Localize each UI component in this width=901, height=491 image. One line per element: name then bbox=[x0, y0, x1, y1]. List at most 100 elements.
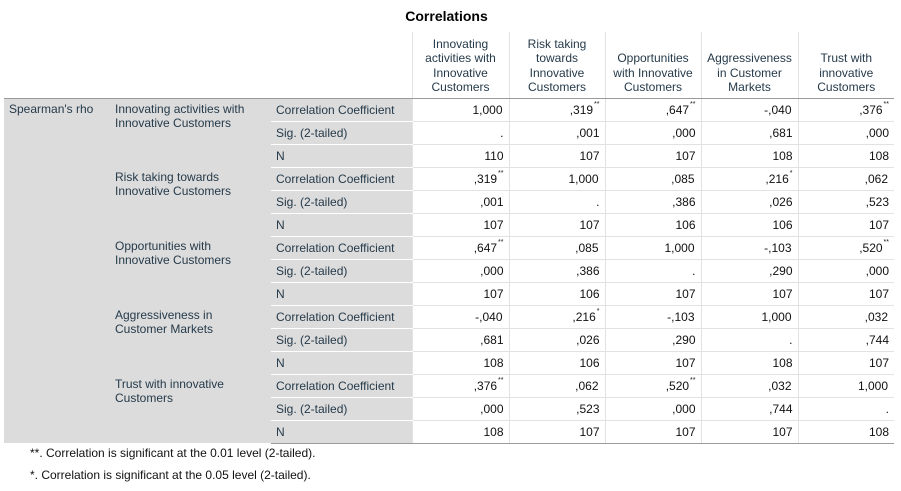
significance-cell: . bbox=[797, 397, 894, 421]
significance-marker: ** bbox=[883, 100, 889, 108]
n-cell: 107 bbox=[604, 420, 701, 444]
column-header: Trust with innovative Customers bbox=[797, 32, 894, 99]
stat-label: Correlation Coefficient bbox=[271, 167, 412, 191]
cell-value: ,085 bbox=[671, 171, 695, 186]
correlation-cell: ,319** bbox=[411, 167, 509, 191]
correlation-cell: 1,000 bbox=[411, 98, 509, 122]
table-row: Sig. (2-tailed) ,001. ,386,026,523 bbox=[4, 190, 894, 214]
column-header: Risk taking towards Innovative Customers bbox=[508, 32, 605, 99]
stat-label: N bbox=[271, 351, 412, 375]
stat-label: N bbox=[271, 144, 412, 168]
correlation-cell: -,040 bbox=[700, 98, 798, 122]
column-header: Aggressiveness in Customer Markets bbox=[700, 32, 798, 99]
stat-label: N bbox=[271, 420, 412, 444]
n-cell: 106 bbox=[508, 351, 605, 375]
significance-cell: ,523 bbox=[508, 397, 605, 421]
cell-value: -,040 bbox=[764, 102, 792, 117]
cell-value: ,062 bbox=[864, 171, 888, 186]
correlation-cell: ,216* bbox=[508, 305, 605, 329]
footnote-001: **. Correlation is significant at the 0.… bbox=[30, 446, 316, 460]
cell-value: ,319 bbox=[569, 102, 594, 117]
n-cell: 107 bbox=[604, 351, 701, 375]
cell-value: ,647 bbox=[665, 102, 690, 117]
significance-cell: ,290 bbox=[604, 328, 701, 352]
column-header: Innovating activities with Innovative Cu… bbox=[411, 32, 509, 99]
significance-cell: ,026 bbox=[508, 328, 605, 352]
correlation-cell: ,376** bbox=[797, 98, 894, 122]
stat-label: Sig. (2-tailed) bbox=[271, 328, 412, 352]
cell-value: ,319 bbox=[473, 171, 498, 186]
table-row: Sig. (2-tailed). ,001,000,681,000 bbox=[4, 121, 894, 145]
significance-cell: . bbox=[700, 328, 798, 352]
correlation-cell: 1,000 bbox=[604, 236, 701, 260]
significance-cell: ,290 bbox=[700, 259, 798, 283]
cell-value: -,103 bbox=[764, 240, 792, 255]
n-cell: 107 bbox=[508, 144, 605, 168]
table-row: Trust with innovative Customers Correlati… bbox=[4, 374, 894, 443]
significance-cell: ,744 bbox=[797, 328, 894, 352]
n-cell: 106 bbox=[508, 282, 605, 306]
correlation-cell: ,032 bbox=[700, 374, 798, 398]
significance-cell: ,000 bbox=[604, 397, 701, 421]
n-cell: 106 bbox=[700, 213, 798, 237]
cell-value: 1,000 bbox=[472, 102, 503, 117]
correlations-table: Innovating activities with Innovative Cu… bbox=[4, 32, 894, 444]
header-row: Innovating activities with Innovative Cu… bbox=[4, 32, 894, 99]
correlation-cell: -,103 bbox=[604, 305, 701, 329]
table-row: Sig. (2-tailed) ,000,386. ,290,000 bbox=[4, 259, 894, 283]
significance-cell: ,000 bbox=[797, 259, 894, 283]
correlation-cell: ,062 bbox=[797, 167, 894, 191]
column-header: Opportunities with Innovative Customers bbox=[604, 32, 701, 99]
cell-value: ,085 bbox=[575, 240, 599, 255]
row-variable-label: Risk taking towards Innovative Customers bbox=[110, 167, 271, 236]
cell-value: -,040 bbox=[475, 309, 503, 324]
row-variable-label: Opportunities with Innovative Customers bbox=[110, 236, 271, 305]
cell-value: ,520 bbox=[859, 240, 883, 255]
row-variable-label: Trust with innovative Customers bbox=[110, 374, 271, 443]
correlation-cell: ,062 bbox=[508, 374, 605, 398]
correlation-cell: ,319** bbox=[508, 98, 605, 122]
correlation-cell: ,376** bbox=[411, 374, 509, 398]
cell-value: 1,000 bbox=[568, 171, 599, 186]
table-row: Opportunities with Innovative Customers C… bbox=[4, 236, 894, 305]
significance-cell: ,744 bbox=[700, 397, 798, 421]
table-row: Spearman's rho Innovating activities with… bbox=[4, 98, 894, 443]
significance-cell: ,681 bbox=[700, 121, 798, 145]
significance-cell: ,000 bbox=[411, 397, 509, 421]
significance-marker: ** bbox=[498, 238, 504, 246]
method-label: Spearman's rho bbox=[4, 98, 110, 443]
n-cell: 107 bbox=[797, 213, 894, 237]
n-cell: 108 bbox=[797, 144, 894, 168]
stat-label: Sig. (2-tailed) bbox=[271, 121, 412, 145]
cell-value: ,032 bbox=[864, 309, 888, 324]
n-cell: 107 bbox=[411, 282, 509, 306]
n-cell: 107 bbox=[508, 420, 605, 444]
stat-label: Correlation Coefficient bbox=[271, 236, 412, 260]
significance-cell: ,001 bbox=[508, 121, 605, 145]
correlation-cell: ,647** bbox=[604, 98, 701, 122]
table-title: Correlations bbox=[405, 8, 488, 24]
n-cell: 108 bbox=[700, 351, 798, 375]
significance-cell: ,681 bbox=[411, 328, 509, 352]
significance-marker: ** bbox=[498, 169, 504, 177]
stat-label: Sig. (2-tailed) bbox=[271, 397, 412, 421]
correlation-cell: -,040 bbox=[411, 305, 509, 329]
significance-cell: ,000 bbox=[797, 121, 894, 145]
stat-label: N bbox=[271, 282, 412, 306]
significance-cell: ,000 bbox=[411, 259, 509, 283]
correlation-cell: ,085 bbox=[508, 236, 605, 260]
cell-value: ,647 bbox=[473, 240, 498, 255]
cell-value: -,103 bbox=[667, 309, 695, 324]
significance-cell: ,386 bbox=[604, 190, 701, 214]
header-blank bbox=[110, 32, 271, 99]
n-cell: 108 bbox=[411, 351, 509, 375]
stat-label: Correlation Coefficient bbox=[271, 305, 412, 329]
table-row: N 108 106 107 108 107 bbox=[4, 351, 894, 375]
significance-marker: ** bbox=[690, 100, 696, 108]
n-cell: 107 bbox=[604, 144, 701, 168]
correlation-cell: ,085 bbox=[604, 167, 701, 191]
n-cell: 107 bbox=[797, 351, 894, 375]
cell-value: ,520 bbox=[665, 378, 690, 393]
n-cell: 107 bbox=[700, 282, 798, 306]
significance-marker: ** bbox=[498, 376, 504, 384]
